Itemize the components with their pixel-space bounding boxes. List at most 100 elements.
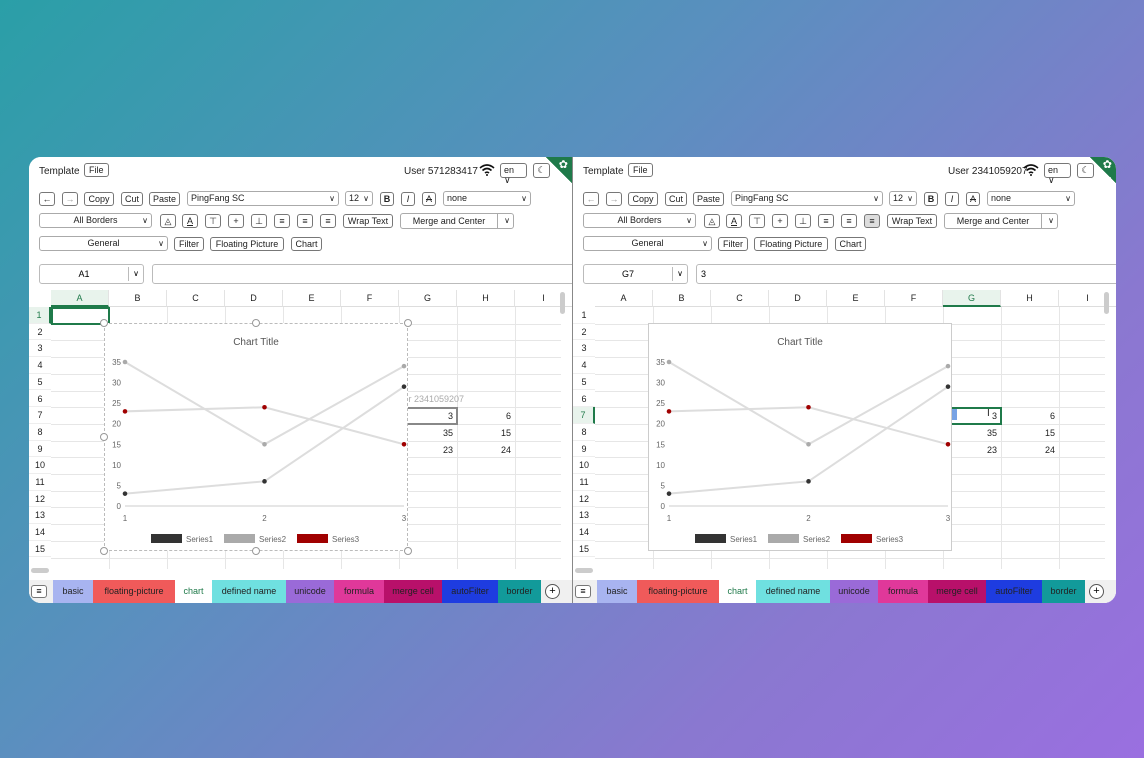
- row-header-13[interactable]: 13: [29, 507, 51, 525]
- sheet-menu-icon[interactable]: ≡: [575, 585, 591, 598]
- row-header-11[interactable]: 11: [573, 474, 595, 491]
- floating-picture-button[interactable]: Floating Picture: [754, 237, 828, 251]
- formula-input[interactable]: [152, 264, 572, 284]
- sheet-tab-basic[interactable]: basic: [597, 580, 637, 603]
- row-header-13[interactable]: 13: [573, 507, 595, 525]
- merge-center-button[interactable]: Merge and Center ∨: [400, 213, 514, 229]
- cell-ref-box[interactable]: A1 ∨: [39, 264, 144, 284]
- cell-g7[interactable]: 3: [991, 411, 997, 422]
- row-header-4[interactable]: 4: [573, 357, 595, 374]
- fill-color-icon[interactable]: ◬: [704, 214, 720, 228]
- column-header-b[interactable]: B: [653, 290, 711, 307]
- row-header-10[interactable]: 10: [29, 457, 51, 474]
- cell-h7[interactable]: 6: [1049, 411, 1055, 422]
- sheet-tab-autoFilter[interactable]: autoFilter: [442, 580, 498, 603]
- horizontal-scrollbar[interactable]: [31, 568, 49, 573]
- column-header-e[interactable]: E: [827, 290, 885, 307]
- sheet-tab-formula[interactable]: formula: [334, 580, 384, 603]
- underline-select[interactable]: none ∨: [443, 191, 531, 206]
- align-center-icon[interactable]: ≡: [297, 214, 313, 228]
- resize-handle[interactable]: [404, 547, 412, 555]
- sheet-tab-unicode[interactable]: unicode: [286, 580, 334, 603]
- sheet-tab-formula[interactable]: formula: [878, 580, 928, 603]
- line-chart[interactable]: Chart Title 0 5 10 15 20 25 30 35 1 2 3 Series1 Serie…: [100, 319, 412, 555]
- font-family-select[interactable]: PingFang SC ∨: [187, 191, 339, 206]
- sheet-menu-icon[interactable]: ≡: [31, 585, 47, 598]
- file-button[interactable]: File: [84, 163, 109, 177]
- sheet-tab-chart[interactable]: chart: [719, 580, 756, 603]
- align-bottom-icon[interactable]: ⊥: [795, 214, 811, 228]
- row-header-7[interactable]: 7: [29, 407, 51, 424]
- column-header-c[interactable]: C: [711, 290, 769, 307]
- undo-button[interactable]: ←: [39, 192, 55, 206]
- column-header-g[interactable]: G: [943, 290, 1001, 307]
- sheet-tab-border[interactable]: border: [1042, 580, 1085, 603]
- borders-select[interactable]: All Borders ∨: [39, 213, 152, 228]
- row-header-6[interactable]: 6: [573, 391, 595, 408]
- sheet-tab-defined-name[interactable]: defined name: [756, 580, 830, 603]
- row-header-1[interactable]: 1: [573, 307, 595, 324]
- resize-handle[interactable]: [100, 319, 108, 327]
- italic-button[interactable]: I: [401, 192, 415, 206]
- floating-picture-button[interactable]: Floating Picture: [210, 237, 284, 251]
- align-bottom-icon[interactable]: ⊥: [251, 214, 267, 228]
- wrap-text-button[interactable]: Wrap Text: [887, 214, 937, 228]
- align-left-icon[interactable]: ≡: [274, 214, 290, 228]
- column-header-a[interactable]: A: [51, 290, 109, 307]
- column-header-d[interactable]: D: [225, 290, 283, 307]
- align-top-icon[interactable]: ⊤: [205, 214, 221, 228]
- sheet-tab-merge-cell[interactable]: merge cell: [928, 580, 986, 603]
- row-header-15[interactable]: 15: [573, 541, 595, 558]
- vertical-scrollbar[interactable]: [1104, 292, 1109, 314]
- sheet-grid[interactable]: A B C D E F G H I 1 2 3 4 5 6 7 8 9 10 11 12 13 14 15 3 6 35 15 23 24…: [573, 290, 1116, 570]
- column-header-a[interactable]: A: [595, 290, 653, 307]
- merge-center-button[interactable]: Merge and Center ∨: [944, 213, 1058, 229]
- cell-g7[interactable]: 3: [447, 411, 453, 422]
- row-header-3[interactable]: 3: [573, 340, 595, 358]
- row-header-6[interactable]: 6: [29, 391, 51, 408]
- cell-g9[interactable]: 23: [986, 444, 997, 455]
- row-header-12[interactable]: 12: [29, 491, 51, 508]
- cell-h8[interactable]: 15: [1044, 427, 1055, 438]
- row-header-8[interactable]: 8: [573, 424, 595, 441]
- row-header-14[interactable]: 14: [29, 524, 51, 541]
- align-right-icon[interactable]: ≡: [320, 214, 336, 228]
- add-sheet-icon[interactable]: +: [545, 584, 560, 599]
- column-header-i[interactable]: I: [1059, 290, 1116, 307]
- filter-button[interactable]: Filter: [718, 237, 748, 251]
- cell-g9[interactable]: 23: [442, 444, 453, 455]
- borders-select[interactable]: All Borders ∨: [583, 213, 696, 228]
- cell-h9[interactable]: 24: [1044, 444, 1055, 455]
- paste-button[interactable]: Paste: [149, 192, 180, 206]
- redo-button[interactable]: →: [606, 192, 622, 206]
- row-header-10[interactable]: 10: [573, 457, 595, 474]
- cell-h7[interactable]: 6: [505, 411, 511, 422]
- language-select[interactable]: en ∨: [1044, 163, 1071, 185]
- align-middle-icon[interactable]: +: [772, 214, 788, 228]
- column-header-h[interactable]: H: [457, 290, 515, 307]
- copy-button[interactable]: Copy: [628, 192, 658, 206]
- add-sheet-icon[interactable]: +: [1089, 584, 1104, 599]
- row-header-4[interactable]: 4: [29, 357, 51, 374]
- column-header-f[interactable]: F: [885, 290, 943, 307]
- sheet-tab-unicode[interactable]: unicode: [830, 580, 878, 603]
- italic-button[interactable]: I: [945, 192, 959, 206]
- resize-handle[interactable]: [100, 433, 108, 441]
- paste-button[interactable]: Paste: [693, 192, 724, 206]
- redo-button[interactable]: →: [62, 192, 78, 206]
- row-header-9[interactable]: 9: [573, 441, 595, 458]
- column-header-g[interactable]: G: [399, 290, 457, 307]
- sheet-tab-floating-picture[interactable]: floating-picture: [93, 580, 175, 603]
- sheet-tab-autoFilter[interactable]: autoFilter: [986, 580, 1042, 603]
- wrap-text-button[interactable]: Wrap Text: [343, 214, 393, 228]
- align-center-icon[interactable]: ≡: [841, 214, 857, 228]
- sheet-tab-merge-cell[interactable]: merge cell: [384, 580, 442, 603]
- font-size-select[interactable]: 12 ∨: [889, 191, 917, 206]
- font-family-select[interactable]: PingFang SC ∨: [731, 191, 883, 206]
- cell-h9[interactable]: 24: [500, 444, 511, 455]
- github-corner-icon[interactable]: ✿: [544, 157, 572, 185]
- row-header-7[interactable]: 7: [573, 407, 595, 424]
- sheet-tab-border[interactable]: border: [498, 580, 541, 603]
- filter-button[interactable]: Filter: [174, 237, 204, 251]
- align-right-icon[interactable]: ≡: [864, 214, 880, 228]
